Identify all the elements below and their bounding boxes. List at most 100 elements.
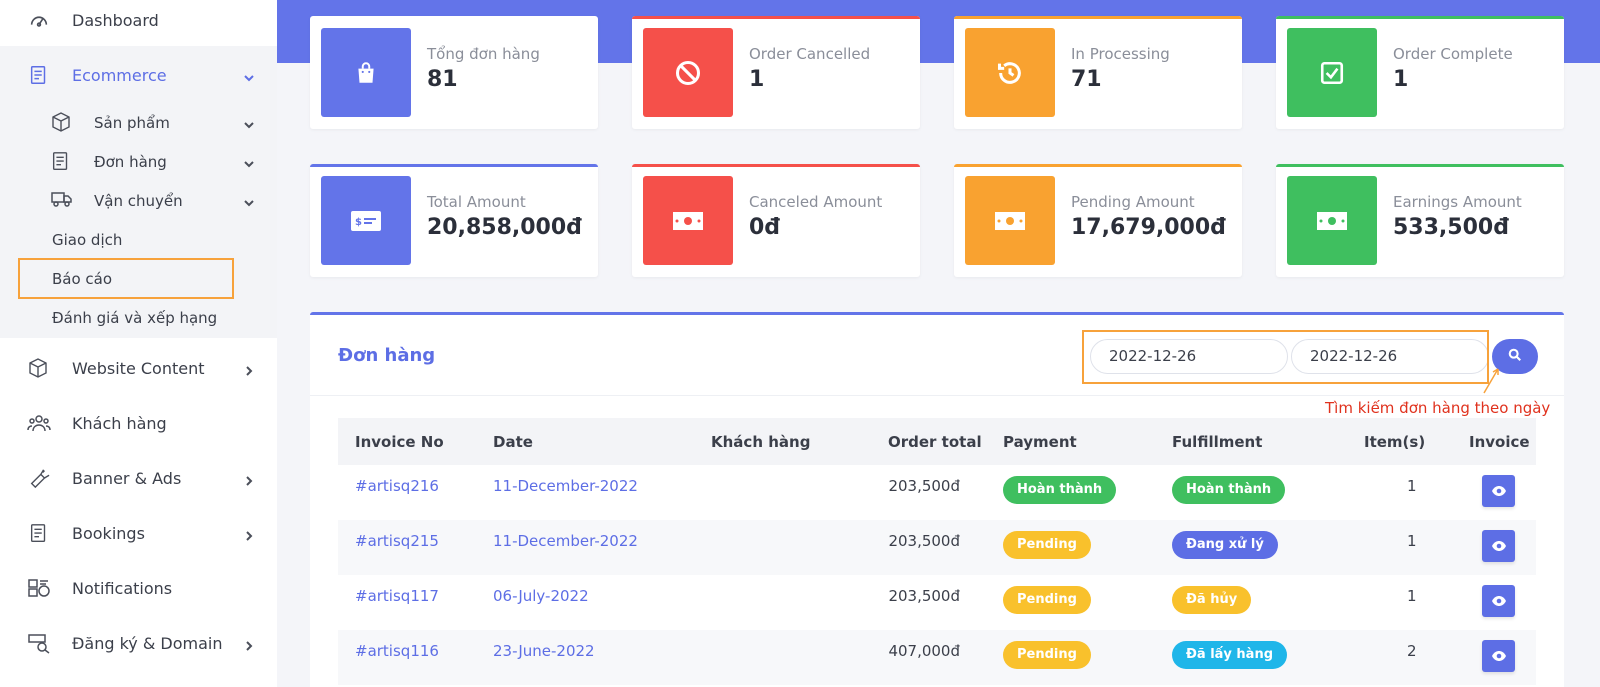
chevron-down-icon [243,69,255,82]
history-icon [965,28,1055,117]
www-search-icon [26,631,52,655]
stat-card-total-amount: $ Total Amount 20,858,000đ [310,164,598,277]
stat-card-pending-amount: Pending Amount 17,679,000đ [954,164,1242,277]
fulfillment-badge: Đã lấy hàng [1172,641,1288,669]
stat-value: 1 [1393,67,1409,92]
sidebar-item-label: Notifications [72,578,173,598]
view-invoice-button[interactable] [1482,640,1515,672]
col-fulfillment: Fulfillment [1172,433,1263,451]
date-to-input[interactable]: 2022-12-26 [1291,339,1489,374]
invoice-link[interactable]: #artisq216 [355,477,439,495]
table-row: #artisq216 11-December-2022 203,500đ Hoà… [338,465,1536,520]
invoice-link[interactable]: #artisq116 [355,642,439,660]
payment-badge: Hoàn thành [1003,476,1117,504]
payment-badge: Pending [1003,641,1091,669]
money-card-icon: $ [321,176,411,265]
stat-label: In Processing [1071,45,1170,63]
sidebar-item-danh-gia[interactable]: Đánh giá và xếp hạng [52,309,218,327]
sidebar-item-notifications[interactable]: Notifications [0,576,277,600]
eye-icon [1491,482,1507,501]
eye-icon [1491,592,1507,611]
eye-icon [1491,537,1507,556]
date-range-highlight [1082,330,1489,384]
view-invoice-button[interactable] [1482,475,1515,507]
sidebar-item-bookings[interactable]: Bookings [0,521,277,545]
sidebar-item-label: Sản phẩm [94,114,170,132]
stat-label: Order Cancelled [749,45,871,63]
bao-cao-highlight [18,258,234,299]
stat-label: Earnings Amount [1393,193,1522,211]
clipboard-icon [50,150,76,174]
item-count: 2 [1407,642,1417,660]
stat-label: Pending Amount [1071,193,1195,211]
col-invoice-no: Invoice No [355,433,444,451]
box-icon [26,356,52,380]
stat-card-earnings-amount: Earnings Amount 533,500đ [1276,164,1564,277]
sidebar-item-giao-dich[interactable]: Giao dịch [52,231,123,249]
order-total: 203,500đ [888,587,960,605]
stat-value: 17,679,000đ [1071,215,1226,240]
payment-badge: Pending [1003,531,1091,559]
sidebar-item-san-pham[interactable]: Sản phẩm [0,111,277,135]
box-icon [50,111,76,135]
chevron-down-icon [243,156,255,168]
view-invoice-button[interactable] [1482,530,1515,562]
stat-value: 0đ [749,215,781,240]
table-header: Invoice No Date Khách hàng Order total P… [338,418,1536,465]
sidebar-item-label: Khách hàng [72,413,167,433]
sidebar-item-khach-hang[interactable]: Khách hàng [0,411,277,435]
sidebar: Dashboard Ecommerce Sản phẩm Đơn hàng [0,0,277,687]
order-total: 203,500đ [888,532,960,550]
payment-badge: Pending [1003,586,1091,614]
chevron-right-icon [243,637,255,651]
sidebar-item-label: Đơn hàng [94,153,167,171]
stat-card-order-cancelled: Order Cancelled 1 [632,16,920,129]
date-from-input[interactable]: 2022-12-26 [1090,339,1288,374]
date-link[interactable]: 11-December-2022 [493,532,638,550]
notification-grid-icon [26,576,52,600]
money-bill-icon [643,176,733,265]
clipboard-icon [26,521,52,545]
date-link[interactable]: 06-July-2022 [493,587,589,605]
date-link[interactable]: 23-June-2022 [493,642,595,660]
search-annotation: Tìm kiếm đơn hàng theo ngày [1325,399,1551,417]
sidebar-item-label: Dashboard [72,10,159,30]
stat-value: 1 [749,67,765,92]
order-total: 407,000đ [888,642,960,660]
stat-card-total-orders: Tổng đơn hàng 81 [310,16,598,129]
stat-value: 81 [427,67,458,92]
invoice-link[interactable]: #artisq215 [355,532,439,550]
stat-value: 533,500đ [1393,215,1509,240]
sidebar-item-don-hang[interactable]: Đơn hàng [0,150,277,174]
search-button[interactable] [1492,339,1538,374]
stat-value: 71 [1071,67,1102,92]
stat-card-canceled-amount: Canceled Amount 0đ [632,164,920,277]
search-icon [1508,347,1522,366]
stat-label: Total Amount [427,193,526,211]
view-invoice-button[interactable] [1482,585,1515,617]
sidebar-item-label: Banner & Ads [72,468,182,488]
table-row: #artisq116 23-June-2022 407,000đ Pending… [338,630,1536,685]
fulfillment-badge: Hoàn thành [1172,476,1286,504]
sidebar-item-website-content[interactable]: Website Content [0,356,277,380]
sidebar-item-bao-cao[interactable]: Báo cáo [52,270,113,288]
col-customer: Khách hàng [711,433,811,451]
stat-value: 20,858,000đ [427,215,582,240]
stat-card-in-processing: In Processing 71 [954,16,1242,129]
invoice-link[interactable]: #artisq117 [355,587,439,605]
money-bill-icon [965,176,1055,265]
sidebar-item-ecommerce[interactable]: Ecommerce [0,63,277,87]
sidebar-item-banner-ads[interactable]: Banner & Ads [0,466,277,490]
check-square-icon [1287,28,1377,117]
sidebar-item-dashboard[interactable]: Dashboard [0,8,277,32]
shopping-bag-icon [321,28,411,117]
date-link[interactable]: 11-December-2022 [493,477,638,495]
ecommerce-submenu [0,46,277,338]
sidebar-item-van-chuyen[interactable]: Vận chuyển [0,189,277,213]
sidebar-item-dang-ky-domain[interactable]: Đăng ký & Domain [0,631,277,655]
chevron-right-icon [243,472,255,486]
item-count: 1 [1407,587,1417,605]
item-count: 1 [1407,477,1417,495]
panel-title: Đơn hàng [338,345,436,366]
sidebar-item-label: Ecommerce [72,65,167,85]
